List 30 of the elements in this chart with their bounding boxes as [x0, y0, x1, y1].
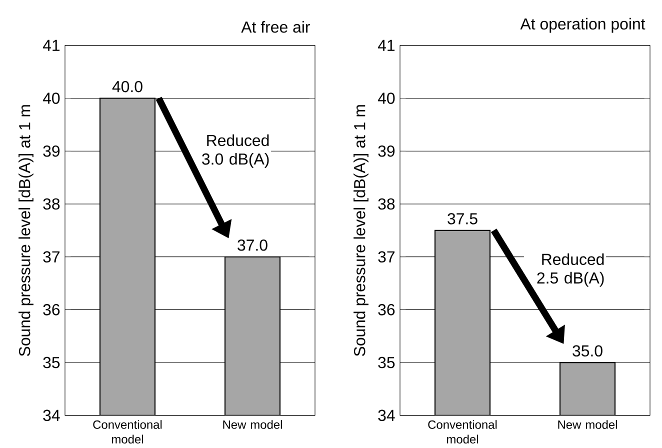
data-label: 37.5 [448, 213, 478, 224]
x-tick-label: Conventional model [428, 420, 497, 444]
y-tick-label: 41 [42, 40, 60, 51]
y-tick-label: 34 [43, 410, 60, 422]
y-axis-title: Sound pressure level [dB(A)] at 1 m [18, 105, 34, 356]
y-tick-label: 36 [43, 304, 60, 316]
y-tick-label: 40 [42, 92, 60, 104]
data-label: 37.0 [238, 240, 268, 251]
y-tick-label: 38 [43, 198, 60, 210]
y-tick-label: 35 [378, 356, 395, 368]
annotation: Reduced 3.0 dB(A) [202, 134, 269, 168]
y-tick-label: 39 [43, 146, 60, 157]
y-tick-label: 35 [43, 356, 60, 368]
y-tick-label: 34 [378, 410, 395, 422]
chart-title: At operation point [520, 18, 646, 33]
x-tick-label: New model [558, 420, 617, 429]
y-tick-label: 41 [378, 40, 395, 51]
y-axis-title: Sound pressure level [dB(A)] at 1 m [354, 105, 368, 356]
y-tick-label: 37 [378, 251, 394, 262]
chart-title: At free air [241, 21, 310, 33]
x-tick-label: Conventional model [93, 420, 162, 444]
y-tick-label: 36 [378, 304, 395, 316]
y-tick-label: 37 [43, 251, 60, 262]
y-tick-label: 39 [378, 146, 395, 157]
annotation: Reduced 2.5 dB(A) [537, 253, 604, 287]
y-tick-label: 40 [378, 92, 395, 104]
data-label: 40.0 [112, 80, 142, 92]
x-tick-label: New model [223, 420, 282, 429]
y-tick-label: 38 [378, 198, 395, 210]
data-label: 35.0 [572, 345, 602, 357]
